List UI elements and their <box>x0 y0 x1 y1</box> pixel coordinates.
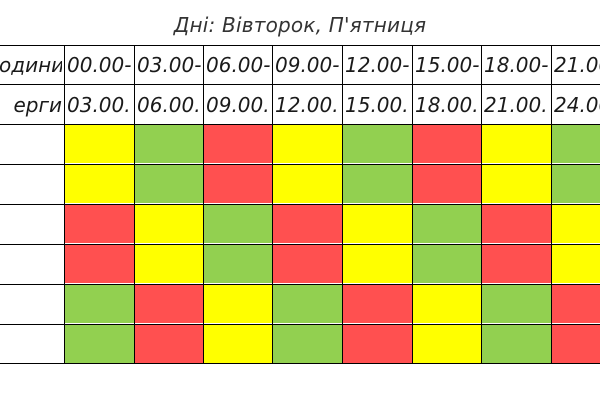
time-start-1: 03.00- <box>137 53 202 77</box>
grid-line-horizontal <box>0 284 600 285</box>
days-title: Дні: Вівторок, П'ятниця <box>173 13 427 37</box>
status-cell <box>134 324 203 363</box>
status-cell <box>551 324 600 363</box>
status-cell <box>412 204 481 243</box>
status-cell <box>64 204 134 243</box>
status-cell <box>412 124 481 163</box>
status-cell <box>134 164 203 203</box>
status-cell <box>481 164 551 203</box>
status-cell <box>134 244 203 283</box>
grid-line-horizontal <box>0 45 600 46</box>
status-cell <box>342 324 412 363</box>
grid-line-vertical <box>342 45 343 363</box>
header-label-queues: ерги <box>13 93 62 117</box>
status-cell <box>551 244 600 283</box>
time-start-2: 06.00- <box>206 53 271 77</box>
time-end-7: 24.00. <box>554 93 600 117</box>
grid-line-horizontal <box>0 204 600 205</box>
status-cell <box>272 204 342 243</box>
status-cell <box>342 204 412 243</box>
time-start-3: 09.00- <box>275 53 340 77</box>
status-cell <box>412 244 481 283</box>
status-cell <box>272 244 342 283</box>
status-cell <box>342 124 412 163</box>
time-end-5: 18.00. <box>415 93 479 117</box>
status-cell <box>412 284 481 323</box>
grid-line-horizontal <box>0 164 600 165</box>
status-cell <box>134 204 203 243</box>
status-cell <box>551 204 600 243</box>
status-cell <box>203 284 272 323</box>
status-cell <box>203 164 272 203</box>
grid-line-horizontal <box>0 244 600 245</box>
header-label-hours: одини <box>0 53 62 77</box>
status-cell <box>481 324 551 363</box>
grid-line-vertical <box>551 45 552 363</box>
status-cell <box>272 164 342 203</box>
status-cell <box>342 244 412 283</box>
status-cell <box>481 244 551 283</box>
time-end-2: 09.00. <box>206 93 270 117</box>
grid-line-vertical <box>134 45 135 363</box>
status-cell <box>412 324 481 363</box>
time-start-4: 12.00- <box>345 53 410 77</box>
time-end-0: 03.00. <box>67 93 131 117</box>
status-cell <box>551 164 600 203</box>
grid-line-horizontal <box>0 84 600 85</box>
grid-line-horizontal <box>0 124 600 125</box>
grid-line-vertical <box>481 45 482 363</box>
status-cell <box>481 204 551 243</box>
status-cell <box>203 204 272 243</box>
time-start-0: 00.00- <box>67 53 132 77</box>
grid-line-horizontal <box>0 324 600 325</box>
status-cell <box>64 244 134 283</box>
grid-line-vertical <box>272 45 273 363</box>
status-cell <box>64 284 134 323</box>
status-cell <box>64 164 134 203</box>
status-cell <box>272 324 342 363</box>
status-cell <box>481 124 551 163</box>
status-cell <box>342 164 412 203</box>
status-cell <box>342 284 412 323</box>
grid-line-vertical <box>64 45 65 363</box>
grid-line-vertical <box>412 45 413 363</box>
time-start-5: 15.00- <box>415 53 480 77</box>
status-cell <box>481 284 551 323</box>
status-cell <box>272 124 342 163</box>
time-end-6: 21.00. <box>484 93 548 117</box>
time-start-7: 21.00- <box>554 53 600 77</box>
status-cell <box>203 244 272 283</box>
status-cell <box>64 324 134 363</box>
status-cell <box>272 284 342 323</box>
status-cell <box>64 124 134 163</box>
status-cell <box>412 164 481 203</box>
status-cell <box>134 124 203 163</box>
status-cell <box>134 284 203 323</box>
grid-line-vertical <box>203 45 204 363</box>
status-cell <box>203 124 272 163</box>
time-end-3: 12.00. <box>275 93 339 117</box>
time-end-1: 06.00. <box>137 93 201 117</box>
status-cell <box>203 324 272 363</box>
status-cell <box>551 284 600 323</box>
time-start-6: 18.00- <box>484 53 549 77</box>
status-cell <box>551 124 600 163</box>
grid-line-horizontal <box>0 363 600 364</box>
time-end-4: 15.00. <box>345 93 409 117</box>
